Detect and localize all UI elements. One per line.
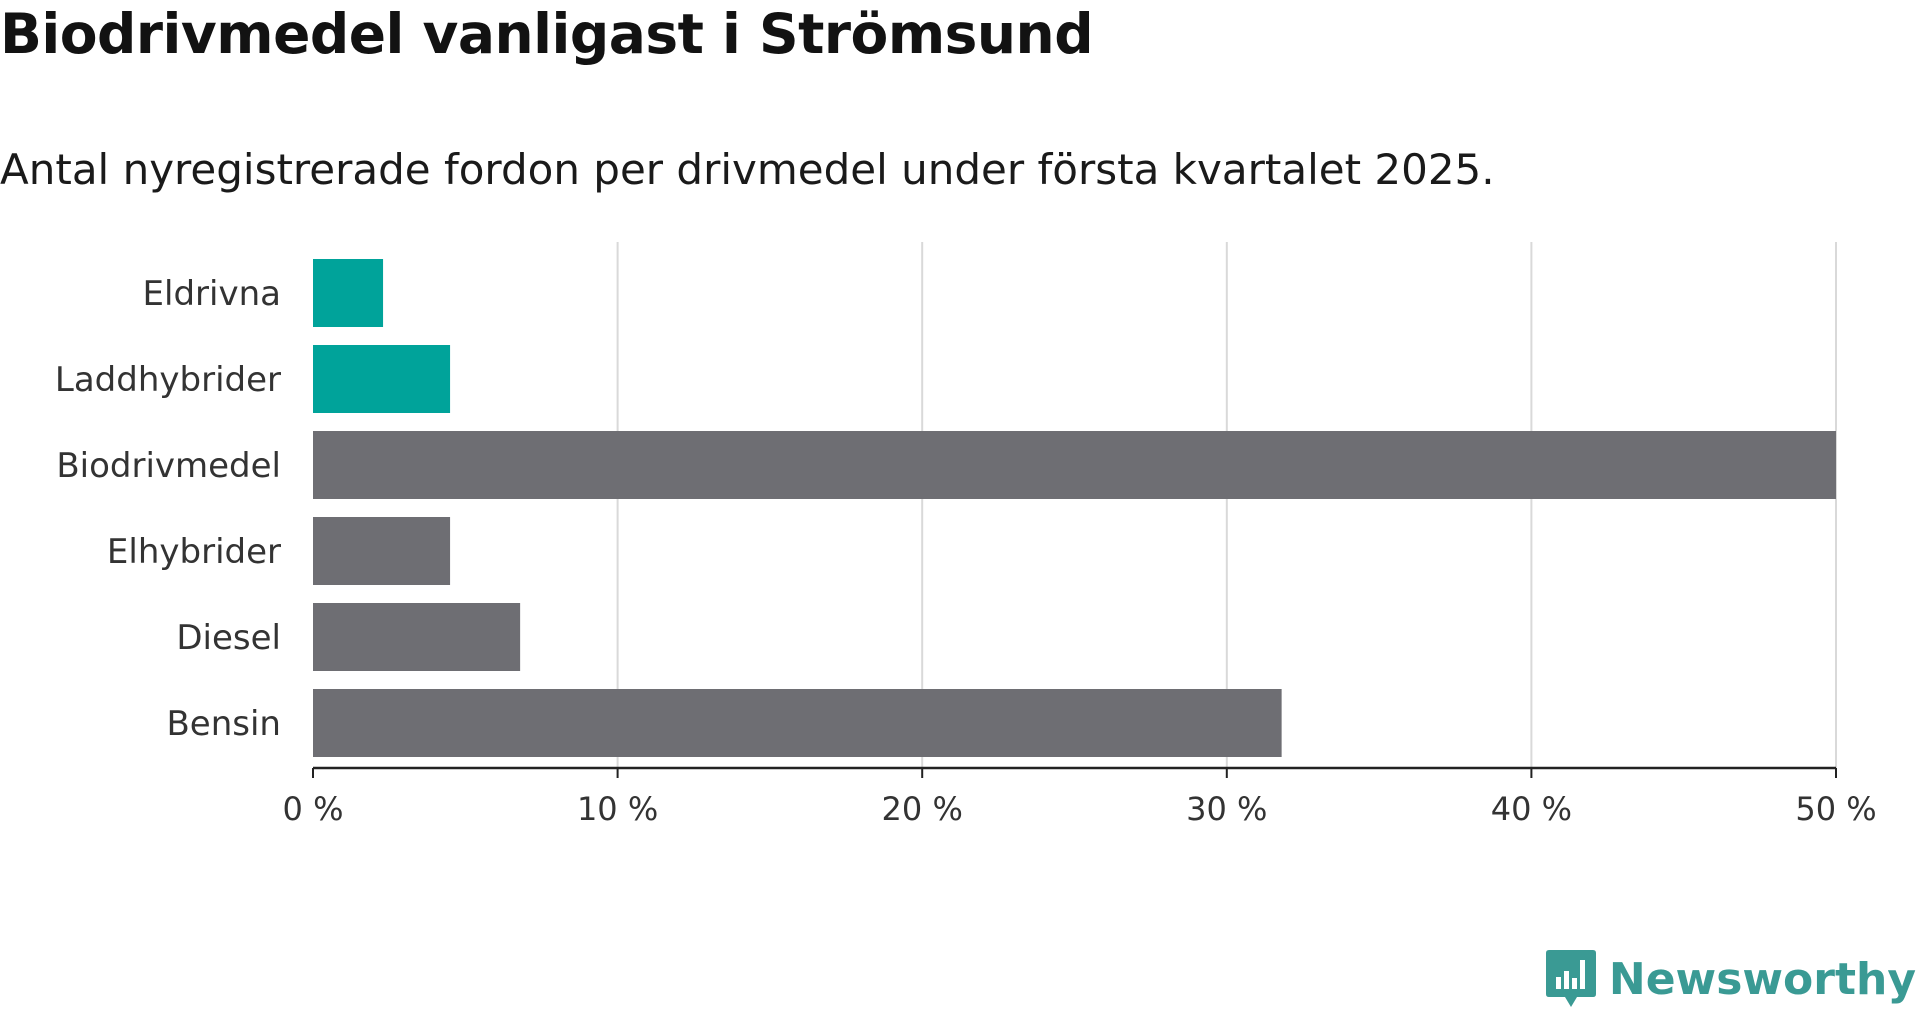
bar-diesel — [313, 603, 521, 671]
bar-laddhybrider — [313, 345, 451, 413]
chart-subtitle: Antal nyregistrerade fordon per drivmede… — [0, 145, 1495, 194]
category-label: Biodrivmedel — [56, 446, 281, 486]
chart-title: Biodrivmedel vanligast i Strömsund — [0, 2, 1094, 66]
category-label: Laddhybrider — [55, 360, 281, 400]
x-tick-label: 10 % — [577, 790, 658, 828]
brand-logo: Newsworthy — [1545, 948, 1916, 1010]
bar-chart: Eldrivna Laddhybrider Biodrivmedel Elhybrid… — [55, 242, 1877, 828]
category-label: Eldrivna — [143, 274, 281, 314]
x-tick-label: 30 % — [1186, 790, 1267, 828]
x-axis: 0 % 10 % 20 % 30 % 40 % 50 % — [283, 766, 1877, 828]
x-tick-label: 40 % — [1491, 790, 1572, 828]
bar-biodrivmedel — [313, 431, 1836, 499]
bars — [313, 259, 1836, 757]
bar-eldrivna — [313, 259, 384, 327]
x-tick-label: 50 % — [1795, 790, 1876, 828]
category-label: Bensin — [166, 704, 281, 744]
category-label: Diesel — [176, 618, 281, 658]
category-label: Elhybrider — [107, 532, 281, 572]
x-tick-label: 20 % — [882, 790, 963, 828]
bar-elhybrider — [313, 517, 451, 585]
category-labels: Eldrivna Laddhybrider Biodrivmedel Elhybrid… — [55, 274, 281, 744]
newsworthy-logo-icon — [1545, 950, 1596, 1007]
x-tick-label: 0 % — [283, 790, 344, 828]
brand-name: Newsworthy — [1608, 953, 1916, 1005]
bar-bensin — [313, 689, 1282, 757]
gridlines — [616, 242, 1837, 768]
